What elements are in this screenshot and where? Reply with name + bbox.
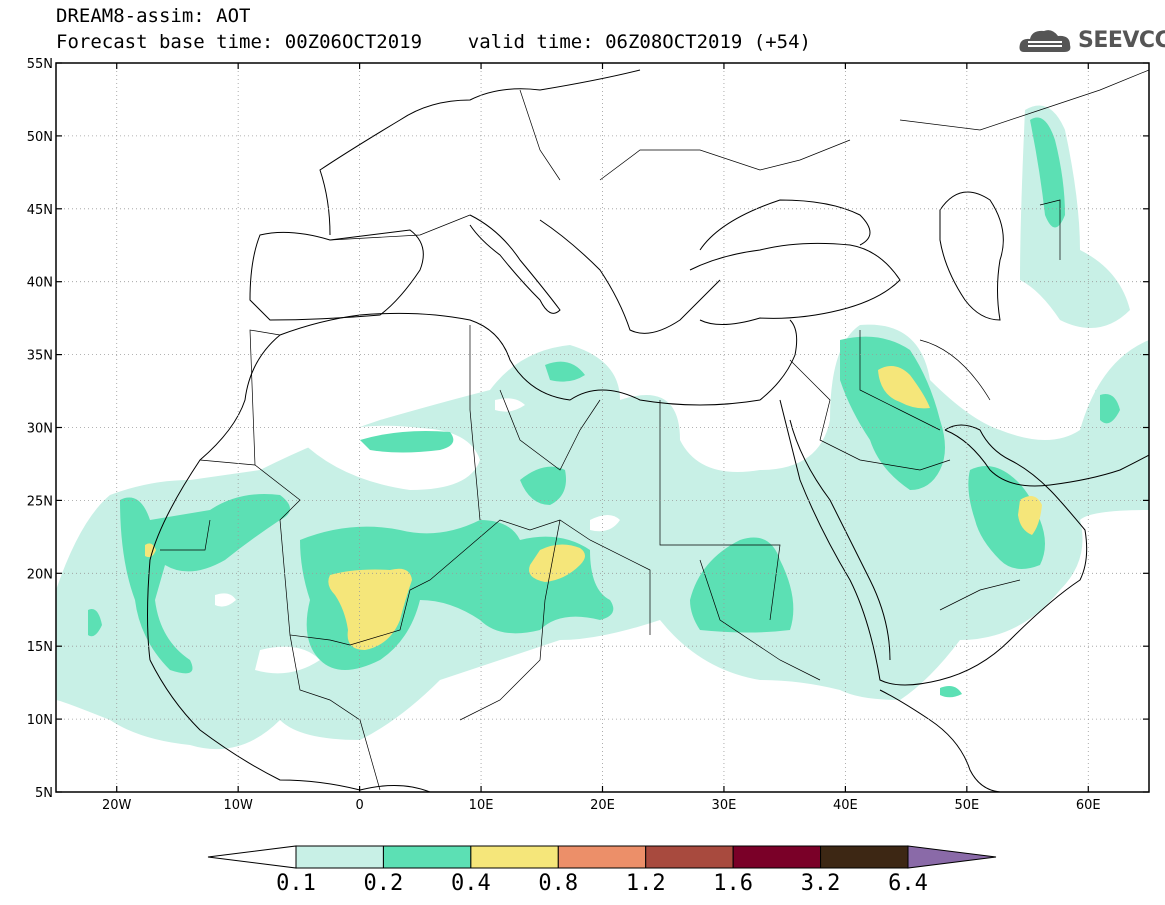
- colorbar-label: 0.8: [538, 871, 578, 896]
- lon-tick-label: 10W: [223, 798, 253, 813]
- grid-lines: [56, 63, 1149, 792]
- lon-tick-label: 40E: [833, 798, 858, 813]
- lon-tick-label: 30E: [712, 798, 737, 813]
- lat-tick-label: 25N: [27, 494, 53, 509]
- cloud-logo-icon: [1019, 30, 1071, 52]
- colorbar-label: 0.1: [276, 871, 316, 896]
- map-title: DREAM8-assim: AOT: [56, 5, 251, 27]
- colorbar-label: 1.6: [713, 871, 753, 896]
- lon-tick-label: 50E: [954, 798, 979, 813]
- lon-tick-label: 10E: [469, 798, 494, 813]
- colorbar-label: 0.2: [364, 871, 404, 896]
- aot-field-04: [145, 366, 1042, 650]
- lon-tick-label: 0: [355, 798, 363, 813]
- axes: 20W 10W 0 10E 20E 30E 40E 50E 60E 5N 10N 15N 20N 25N 3…: [27, 57, 1149, 813]
- colorbar-label: 0.4: [451, 871, 491, 896]
- colorbar-label: 6.4: [888, 871, 928, 896]
- colorbar-label: 3.2: [801, 871, 841, 896]
- lat-tick-label: 45N: [27, 203, 53, 218]
- lat-tick-label: 5N: [35, 786, 53, 801]
- logo-text: SEEVCCC: [1078, 28, 1165, 53]
- lat-tick-label: 40N: [27, 276, 53, 291]
- lat-tick-label: 30N: [27, 422, 53, 437]
- map-subtitle: Forecast base time: 00Z06OCT2019 valid t…: [56, 31, 811, 53]
- colorbar: 0.1 0.2 0.4 0.8 1.2 1.6 3.2 6.4: [207, 845, 997, 896]
- lat-tick-label: 15N: [27, 640, 53, 655]
- colorbar-swatch: [295, 845, 384, 869]
- colorbar-swatch: [382, 845, 472, 869]
- lat-tick-label: 10N: [27, 713, 53, 728]
- colorbar-swatch: [732, 845, 822, 869]
- colorbar-swatch: [645, 845, 734, 869]
- lat-tick-label: 50N: [27, 130, 53, 145]
- lat-tick-label: 55N: [27, 57, 53, 72]
- colorbar-label: 1.2: [626, 871, 666, 896]
- lat-tick-label: 20N: [27, 567, 53, 582]
- country-borders: [160, 69, 1149, 791]
- lon-tick-label: 60E: [1076, 798, 1101, 813]
- coastlines: [147, 69, 1149, 792]
- colorbar-swatch: [557, 845, 647, 869]
- colorbar-max-triangle: [907, 845, 997, 869]
- lat-tick-label: 35N: [27, 349, 53, 364]
- lon-tick-label: 20W: [102, 798, 132, 813]
- lon-tick-label: 20E: [590, 798, 615, 813]
- colorbar-min-triangle: [207, 845, 297, 869]
- colorbar-swatch: [820, 845, 909, 869]
- colorbar-swatch: [470, 845, 559, 869]
